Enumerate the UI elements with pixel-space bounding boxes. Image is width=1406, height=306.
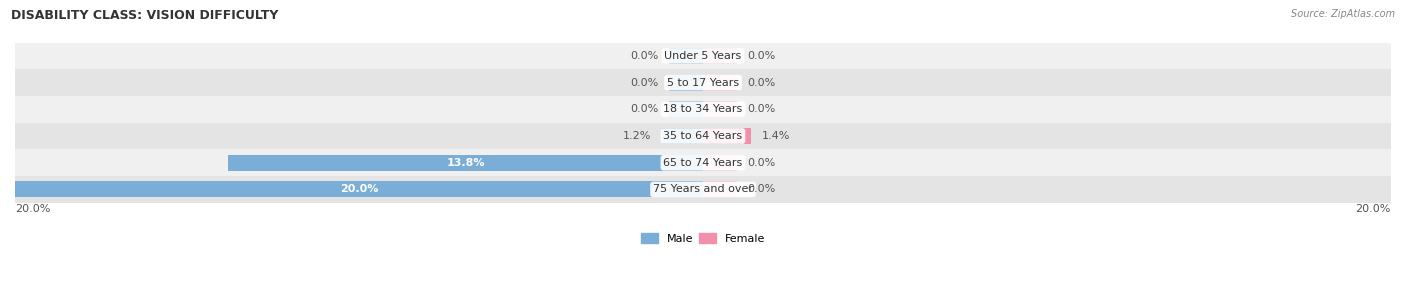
Text: 0.0%: 0.0% — [748, 78, 776, 88]
Bar — [228, 155, 703, 171]
Text: 1.4%: 1.4% — [762, 131, 790, 141]
Text: 1.2%: 1.2% — [623, 131, 651, 141]
Bar — [703, 128, 751, 144]
Text: 0.0%: 0.0% — [748, 158, 776, 168]
Bar — [15, 96, 1391, 123]
Text: 0.0%: 0.0% — [748, 104, 776, 114]
Bar — [703, 181, 737, 197]
Text: 20.0%: 20.0% — [15, 204, 51, 214]
Text: 13.8%: 13.8% — [446, 158, 485, 168]
Bar — [15, 123, 1391, 149]
Text: 0.0%: 0.0% — [748, 185, 776, 194]
Legend: Male, Female: Male, Female — [637, 229, 769, 248]
Bar — [669, 75, 703, 91]
Bar — [15, 69, 1391, 96]
Text: 18 to 34 Years: 18 to 34 Years — [664, 104, 742, 114]
Bar — [703, 101, 737, 117]
Bar — [703, 75, 737, 91]
Text: 0.0%: 0.0% — [630, 104, 658, 114]
Bar — [669, 48, 703, 64]
Text: Source: ZipAtlas.com: Source: ZipAtlas.com — [1291, 9, 1395, 19]
Text: 75 Years and over: 75 Years and over — [652, 185, 754, 194]
Text: Under 5 Years: Under 5 Years — [665, 51, 741, 61]
Text: 65 to 74 Years: 65 to 74 Years — [664, 158, 742, 168]
Bar — [15, 149, 1391, 176]
Text: 0.0%: 0.0% — [630, 51, 658, 61]
Text: 5 to 17 Years: 5 to 17 Years — [666, 78, 740, 88]
Text: DISABILITY CLASS: VISION DIFFICULTY: DISABILITY CLASS: VISION DIFFICULTY — [11, 9, 278, 22]
Bar — [669, 101, 703, 117]
Text: 20.0%: 20.0% — [340, 185, 378, 194]
Bar — [703, 155, 737, 171]
Bar — [703, 48, 737, 64]
Bar — [662, 128, 703, 144]
Bar — [15, 43, 1391, 69]
Text: 0.0%: 0.0% — [630, 78, 658, 88]
Text: 0.0%: 0.0% — [748, 51, 776, 61]
Bar — [15, 176, 1391, 203]
Text: 20.0%: 20.0% — [1355, 204, 1391, 214]
Text: 35 to 64 Years: 35 to 64 Years — [664, 131, 742, 141]
Bar — [15, 181, 703, 197]
